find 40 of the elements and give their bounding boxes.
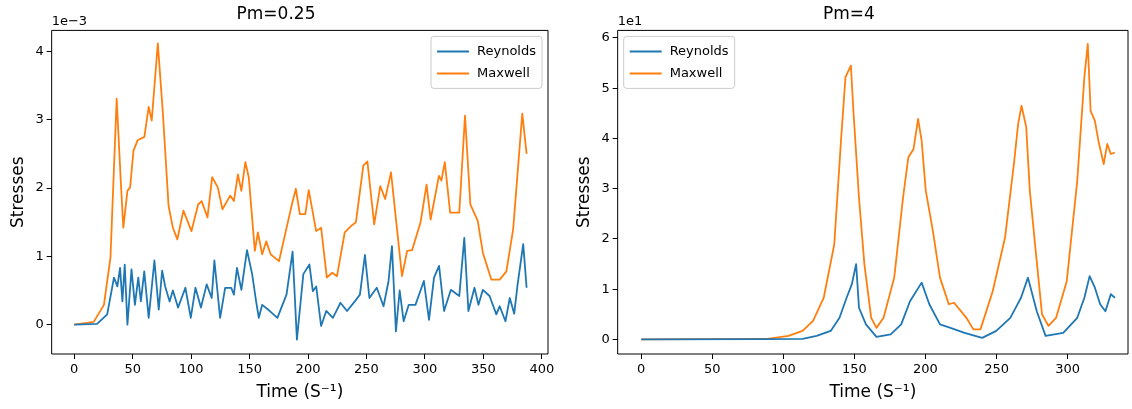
x-tick-label: 100 — [178, 361, 204, 377]
y-tick-label: 1 — [601, 280, 610, 296]
y-tick-label: 2 — [601, 230, 610, 246]
y-tick-label: 0 — [35, 316, 44, 332]
x-axis-title: Time (S⁻¹) — [828, 381, 917, 402]
x-tick-label: 250 — [984, 361, 1009, 377]
x-tick-label: 100 — [770, 361, 796, 377]
y-tick-label: 6 — [601, 29, 610, 45]
x-tick-label: 150 — [237, 361, 262, 377]
x-tick-label: 400 — [529, 361, 555, 377]
legend-label: Maxwell — [669, 64, 723, 80]
x-tick-label: 250 — [354, 361, 379, 377]
x-tick-label: 200 — [295, 361, 321, 377]
legend-label: Reynolds — [669, 42, 729, 58]
chart-title: Pm=0.25 — [236, 2, 316, 23]
x-axis-title: Time (S⁻¹) — [255, 381, 344, 402]
y-tick-label: 4 — [35, 42, 44, 58]
y-tick-label: 2 — [35, 179, 44, 195]
x-tick-label: 350 — [470, 361, 496, 377]
x-tick-label: 50 — [124, 361, 141, 377]
legend-label: Reynolds — [477, 42, 537, 58]
y-axis-title: Stresses — [6, 156, 27, 228]
x-tick-label: 150 — [842, 361, 867, 377]
x-tick-label: 0 — [70, 361, 79, 377]
x-tick-label: 300 — [1055, 361, 1081, 377]
y-tick-label: 3 — [601, 180, 610, 196]
x-tick-label: 200 — [913, 361, 938, 377]
chart-title: Pm=4 — [823, 2, 875, 23]
y-tick-label: 4 — [601, 129, 610, 145]
y-tick-label: 5 — [601, 79, 610, 95]
text: 1e1 — [617, 13, 643, 29]
y-axis-title: Stresses — [572, 156, 593, 228]
y-tick-label: 3 — [35, 111, 44, 127]
legend-label: Maxwell — [477, 64, 530, 80]
y-tick-label: 0 — [601, 330, 610, 346]
text: 1e−3 — [51, 13, 88, 29]
x-tick-label: 50 — [704, 361, 721, 377]
x-tick-label: 0 — [637, 361, 646, 377]
x-tick-label: 300 — [412, 361, 438, 377]
y-tick-label: 1 — [35, 247, 44, 263]
